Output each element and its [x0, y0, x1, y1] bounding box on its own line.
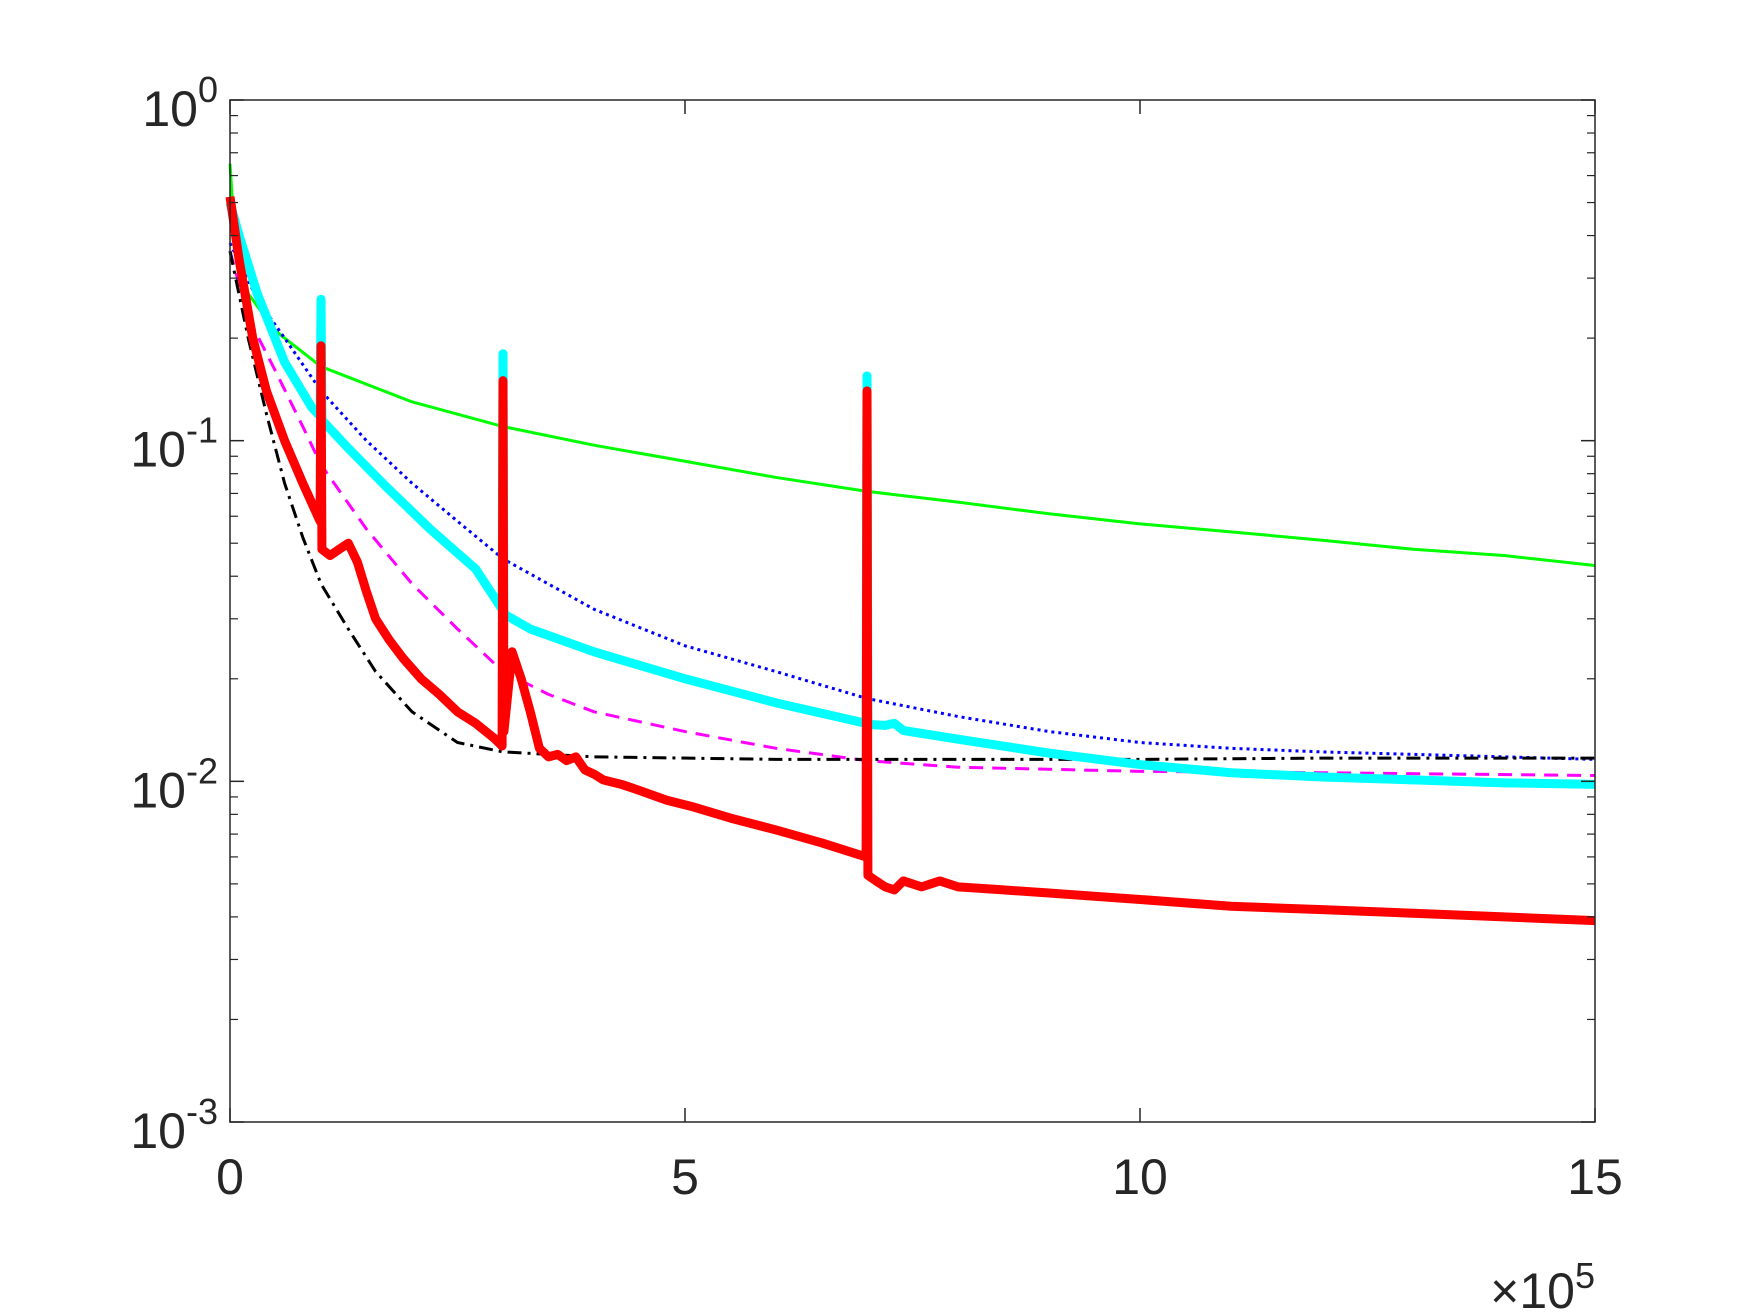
series-layer — [225, 163, 1596, 926]
x-tick-label: 10 — [1112, 1149, 1168, 1205]
y-tick-exponent: -1 — [186, 410, 218, 451]
x-scale-factor-exponent: 5 — [1575, 1255, 1595, 1296]
x-tick-label: 0 — [216, 1149, 244, 1205]
x-scale-factor-base: ×10 — [1490, 1263, 1575, 1313]
y-tick-base: 10 — [130, 1103, 186, 1159]
x-tick-label: 5 — [671, 1149, 699, 1205]
x-tick-label: 15 — [1567, 1149, 1623, 1205]
y-tick-exponent: -3 — [186, 1091, 218, 1132]
series-line-6 — [225, 196, 1596, 926]
y-tick-label: 10-2 — [130, 750, 218, 818]
series-line-4 — [228, 250, 1595, 761]
y-tick-base: 10 — [142, 81, 198, 137]
plot-area — [230, 100, 1595, 1122]
y-tick-label: 10-1 — [130, 410, 218, 478]
y-tick-exponent: 0 — [198, 69, 218, 110]
y-tick-label: 10-3 — [130, 1091, 218, 1159]
y-tick-base: 10 — [130, 422, 186, 478]
y-tick-base: 10 — [130, 762, 186, 818]
plot-frame — [229, 99, 1596, 1123]
y-tick-label: 100 — [142, 69, 218, 137]
y-tick-exponent: -2 — [186, 750, 218, 791]
x-scale-factor-label: ×105 — [1490, 1255, 1595, 1313]
ticks-layer — [229, 99, 1596, 1123]
